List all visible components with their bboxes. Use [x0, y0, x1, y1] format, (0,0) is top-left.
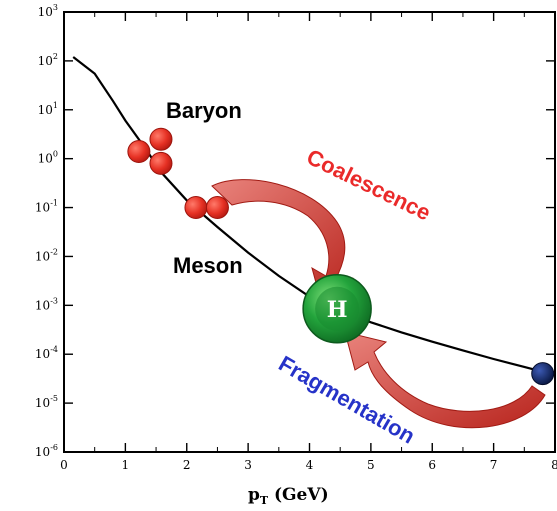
axis-tick-labels: 0 1 2 3 4 5 6 7 8 10-6 10-5 10-4 10-3 10-2 10-1 100 101 1…	[35, 3, 557, 472]
y-tick-label: 10-4	[35, 345, 58, 361]
baryon-quark-circle	[149, 127, 173, 151]
x-tick-label: 1	[122, 458, 130, 472]
y-tick-label: 10-6	[35, 443, 58, 459]
spectrum-curve	[72, 56, 547, 374]
y-tick-label: 100	[38, 150, 58, 166]
y-tick-label: 10-2	[35, 247, 58, 263]
axis-ticks	[63, 11, 556, 453]
x-axis-title-sub: T	[260, 494, 269, 507]
x-axis-title: pT (GeV)	[248, 485, 329, 507]
x-tick-label: 8	[551, 458, 557, 472]
baryon-quark-circle	[127, 140, 151, 164]
hadron-symbol: H	[327, 297, 348, 323]
y-tick-label: 101	[38, 101, 58, 117]
baryon-quark-circle	[149, 151, 173, 175]
meson-label: Meson	[173, 253, 243, 278]
x-axis-title-main: p	[248, 485, 260, 505]
y-tick-label: 10-3	[35, 296, 58, 312]
hadron-markers: H	[127, 127, 555, 386]
fragmentation-arrow	[344, 331, 546, 429]
x-tick-label: 7	[490, 458, 498, 472]
y-tick-label: 10-1	[35, 199, 58, 215]
parton-dot	[531, 362, 555, 386]
x-tick-label: 0	[60, 458, 68, 472]
y-tick-label: 103	[38, 3, 58, 19]
meson-quark-circle	[184, 196, 208, 220]
x-tick-label: 3	[244, 458, 252, 472]
y-tick-label: 102	[38, 52, 58, 68]
x-axis-title-unit: (GeV)	[268, 485, 329, 505]
hadron-ball-core	[315, 286, 360, 331]
x-tick-label: 2	[183, 458, 191, 472]
baryon-label: Baryon	[166, 98, 242, 123]
y-tick-label: 10-5	[35, 394, 58, 410]
meson-quark-circle	[205, 196, 229, 220]
x-tick-label: 4	[306, 458, 314, 472]
x-tick-label: 6	[428, 458, 436, 472]
x-tick-label: 5	[367, 458, 375, 472]
